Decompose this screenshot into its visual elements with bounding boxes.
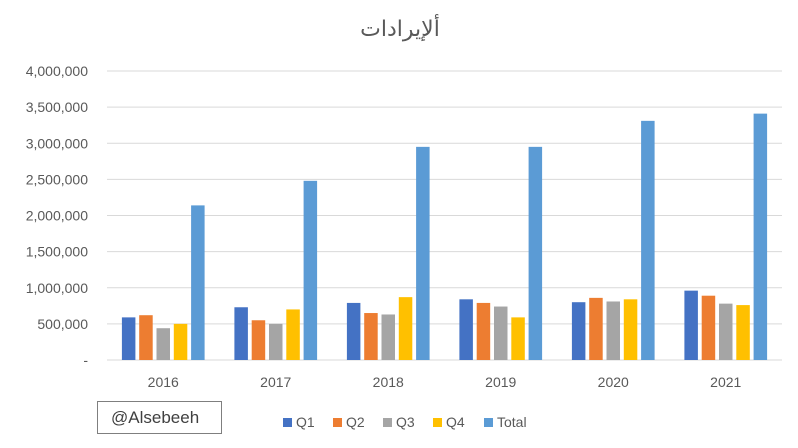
bar-q4-2016 — [173, 323, 188, 360]
bar-q3-2019 — [494, 306, 508, 360]
legend-swatch-q4 — [433, 418, 442, 427]
bar-q4-2020 — [623, 299, 638, 360]
y-axis-ticks: - 500,000 1,000,000 1,500,000 2,000,000 2,500… — [26, 63, 89, 368]
bar-total-2018 — [416, 146, 430, 360]
x-tick-label: 2016 — [148, 374, 179, 390]
bar-total-2017 — [303, 180, 318, 360]
legend-swatch-total — [484, 418, 493, 427]
bar-q3-2018 — [381, 314, 395, 360]
x-tick-label: 2017 — [260, 374, 291, 390]
bar-q1-2021 — [684, 290, 698, 360]
gridlines — [107, 70, 782, 361]
chart-title: ألإيرادات — [360, 14, 440, 42]
bar-q1-2019 — [459, 299, 473, 360]
bar-q1-2020 — [571, 302, 586, 360]
legend-label-q3: Q3 — [396, 414, 415, 430]
y-tick-label: 500,000 — [37, 316, 88, 332]
legend-swatch-q2 — [333, 418, 342, 427]
watermark-box: @Alsebeeh — [97, 401, 222, 434]
y-tick-label: 2,500,000 — [26, 171, 88, 187]
x-axis-ticks: 2016 2017 2018 2019 2020 2021 — [148, 374, 742, 390]
bar-q4-2021 — [736, 305, 750, 360]
bar-q4-2019 — [511, 317, 525, 360]
legend: Q1 Q2 Q3 Q4 Total — [283, 414, 527, 430]
bar-total-2019 — [528, 146, 543, 360]
bar-q1-2017 — [234, 307, 248, 360]
bars — [121, 113, 768, 360]
y-tick-label: 2,000,000 — [26, 208, 88, 224]
bar-q2-2016 — [139, 315, 153, 360]
bar-q2-2018 — [364, 313, 378, 360]
y-tick-label: 3,500,000 — [26, 99, 88, 115]
y-tick-label: 1,000,000 — [26, 280, 88, 296]
legend-label-total: Total — [497, 414, 527, 430]
bar-q3-2016 — [156, 328, 170, 360]
legend-swatch-q1 — [283, 418, 292, 427]
legend-label-q1: Q1 — [296, 414, 315, 430]
bar-q2-2021 — [701, 295, 716, 360]
bar-total-2020 — [641, 120, 655, 360]
legend-label-q4: Q4 — [446, 414, 465, 430]
x-tick-label: 2020 — [598, 374, 629, 390]
legend-swatch-q3 — [383, 418, 392, 427]
y-tick-label: 1,500,000 — [26, 244, 88, 260]
bar-q2-2020 — [589, 297, 603, 360]
bar-q4-2017 — [286, 309, 300, 360]
bar-total-2021 — [753, 113, 768, 360]
bar-q1-2016 — [121, 317, 136, 360]
bar-q1-2018 — [346, 302, 361, 360]
bar-total-2016 — [191, 205, 205, 360]
y-tick-label: 3,000,000 — [26, 135, 88, 151]
bar-q4-2018 — [398, 297, 413, 360]
y-tick-label: 4,000,000 — [26, 63, 88, 79]
x-tick-label: 2021 — [710, 374, 741, 390]
x-tick-label: 2019 — [485, 374, 516, 390]
bar-q3-2020 — [606, 301, 620, 360]
y-tick-label: - — [83, 352, 88, 368]
bar-q3-2017 — [269, 323, 283, 360]
watermark-text: @Alsebeeh — [111, 408, 200, 427]
bar-q2-2017 — [251, 320, 266, 360]
legend-label-q2: Q2 — [346, 414, 365, 430]
x-tick-label: 2018 — [373, 374, 404, 390]
bar-q3-2021 — [719, 303, 733, 360]
bar-q2-2019 — [476, 302, 491, 360]
